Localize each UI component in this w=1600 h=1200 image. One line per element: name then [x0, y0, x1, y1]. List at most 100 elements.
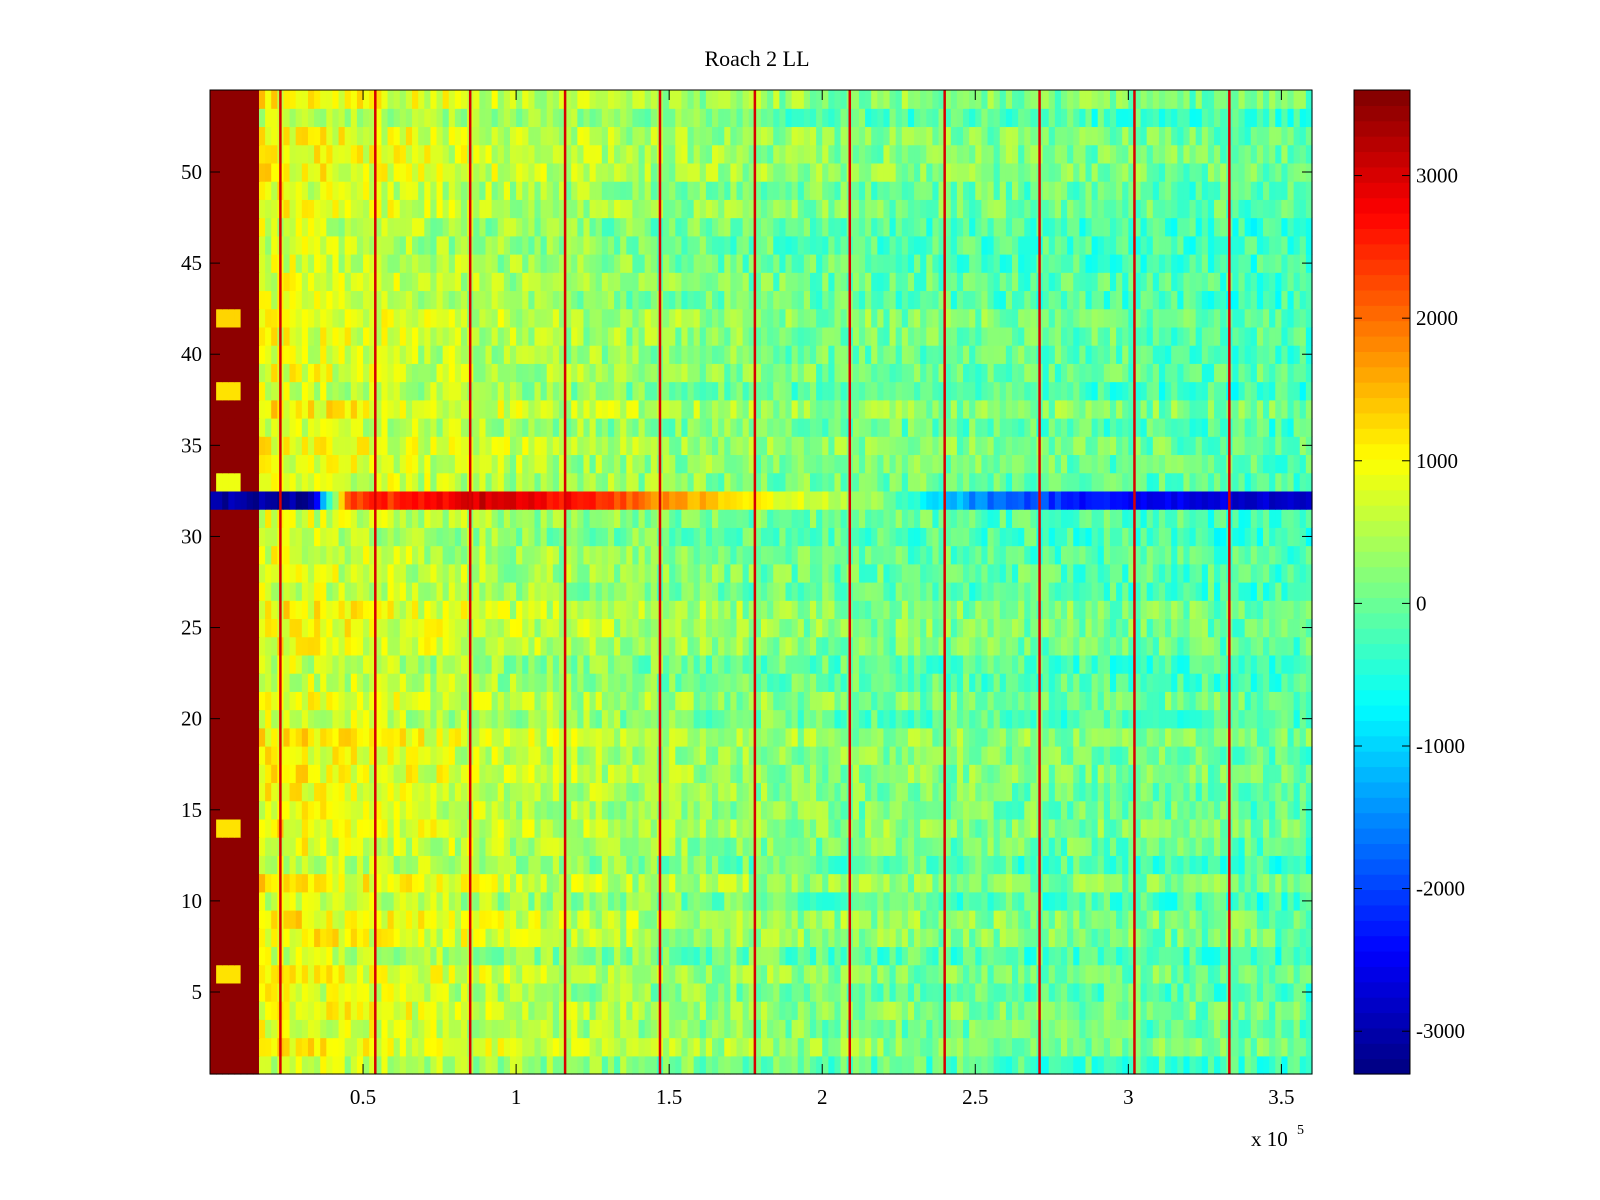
heatmap-cell [1152, 1019, 1160, 1039]
heatmap-cell [1097, 673, 1105, 692]
heatmap-cell [1207, 764, 1215, 784]
heatmap-cell [246, 1019, 254, 1039]
heatmap-cell [981, 600, 989, 620]
heatmap-cell [914, 636, 921, 656]
heatmap-cell [816, 600, 823, 620]
heatmap-cell [1103, 982, 1111, 1002]
heatmap-cell [369, 727, 376, 747]
heatmap-cell [412, 746, 419, 765]
heatmap-cell [301, 563, 309, 583]
heatmap-cell [265, 891, 272, 911]
heatmap-cell [1103, 837, 1111, 856]
heatmap-cell [1263, 928, 1270, 948]
heatmap-cell [1005, 563, 1013, 583]
heatmap-cell [1018, 618, 1025, 638]
heatmap-cell [1177, 618, 1185, 638]
heatmap-cell [509, 746, 517, 765]
heatmap-cell [1018, 873, 1025, 893]
heatmap-cell [381, 709, 389, 729]
heatmap-cell [418, 673, 425, 692]
heatmap-cell [387, 855, 395, 875]
heatmap-cell [1269, 910, 1276, 929]
heatmap-cell [1042, 618, 1050, 638]
heatmap-cell [430, 636, 438, 656]
heatmap-cell [356, 673, 364, 692]
heatmap-cell [1024, 709, 1031, 729]
heatmap-cell [344, 746, 352, 765]
heatmap-cell [393, 691, 401, 711]
heatmap-cell [1146, 855, 1154, 875]
heatmap-cell [1005, 1001, 1013, 1020]
heatmap-cell [479, 855, 487, 875]
heatmap-cell [926, 563, 934, 583]
heatmap-cell [289, 582, 297, 601]
heatmap-cell [583, 764, 591, 784]
heatmap-cell [1207, 800, 1215, 820]
heatmap-cell [1122, 782, 1129, 802]
heatmap-cell [1177, 982, 1185, 1002]
heatmap-cell [571, 582, 578, 601]
heatmap-cell [528, 600, 536, 620]
heatmap-cell [1116, 1001, 1123, 1020]
heatmap-cell [1140, 636, 1148, 656]
heatmap-cell [295, 800, 303, 820]
heatmap-cell [1116, 928, 1123, 948]
heatmap-cell [258, 800, 266, 820]
heatmap-cell [528, 636, 536, 656]
heatmap-cell [632, 1055, 640, 1075]
heatmap-cell [1256, 600, 1264, 620]
heatmap-cell [761, 855, 768, 875]
heatmap-cell [632, 855, 640, 875]
heatmap-cell [877, 982, 885, 1002]
heatmap-cell [809, 563, 817, 583]
heatmap-cell [1293, 1055, 1301, 1075]
heatmap-cell [663, 946, 670, 966]
heatmap-cell [718, 673, 725, 692]
heatmap-cell [840, 891, 848, 911]
heatmap-cell [381, 964, 389, 984]
heatmap-cell [424, 946, 431, 966]
heatmap-cell [252, 800, 260, 820]
heatmap-cell [1085, 636, 1093, 656]
heatmap-cell [1256, 673, 1264, 692]
heatmap-cell [699, 818, 707, 838]
heatmap-cell [1195, 582, 1203, 601]
heatmap-cell [589, 727, 597, 747]
heatmap-cell [1109, 582, 1117, 601]
heatmap-cell [1048, 782, 1056, 802]
heatmap-cell [1305, 837, 1313, 856]
heatmap-cell [210, 727, 217, 747]
heatmap-cell [222, 600, 229, 620]
heatmap-cell [503, 654, 511, 674]
heatmap-cell [448, 636, 456, 656]
heatmap-cell [761, 582, 768, 601]
heatmap-cell [981, 910, 989, 929]
heatmap-cell [412, 873, 419, 893]
heatmap-cell [234, 855, 242, 875]
heatmap-cell [1305, 582, 1313, 601]
heatmap-cell [1238, 600, 1246, 620]
heatmap-cell [920, 982, 927, 1002]
heatmap-cell [926, 691, 934, 711]
heatmap-cell [1122, 873, 1129, 893]
heatmap-cell [1299, 654, 1307, 674]
heatmap-cell [552, 636, 560, 656]
heatmap-cell [712, 873, 719, 893]
heatmap-cell [522, 1055, 529, 1075]
heatmap-cell [828, 928, 836, 948]
heatmap-cell [1189, 691, 1197, 711]
heatmap-cell [920, 964, 927, 984]
heatmap-cell [485, 818, 493, 838]
heatmap-cell [877, 1037, 885, 1057]
heatmap-cell [663, 1037, 670, 1057]
heatmap-cell [1060, 837, 1068, 856]
heatmap-cell [956, 1037, 964, 1057]
heatmap-cell [803, 800, 811, 820]
heatmap-cell [944, 673, 952, 692]
heatmap-cell [675, 654, 683, 674]
heatmap-cell [289, 600, 297, 620]
heatmap-cell [436, 727, 444, 747]
heatmap-cell [816, 691, 823, 711]
heatmap-cell [546, 910, 554, 929]
heatmap-cell [1085, 709, 1093, 729]
